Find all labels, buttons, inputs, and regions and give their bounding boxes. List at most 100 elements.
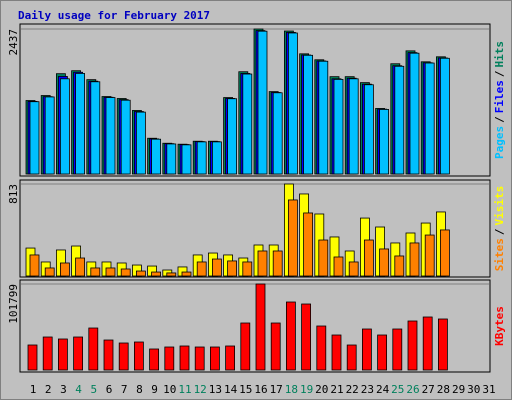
bar <box>242 73 253 175</box>
bar <box>164 346 175 371</box>
bar <box>42 336 53 371</box>
bar <box>29 254 40 277</box>
bar <box>407 320 418 371</box>
legend: Pages / Files / Hits <box>493 41 506 159</box>
bar <box>225 345 236 371</box>
bar <box>346 344 357 371</box>
x-tick-label: 1 <box>30 383 37 396</box>
bar <box>424 234 435 277</box>
chart-title: Daily usage for February 2017 <box>18 9 210 22</box>
x-tick-label: 16 <box>254 383 267 396</box>
legend: Sites / Visits <box>493 186 506 272</box>
x-tick-label: 24 <box>376 383 390 396</box>
bar <box>179 345 190 371</box>
x-tick-label: 29 <box>452 383 465 396</box>
bar <box>211 141 222 175</box>
bar <box>287 199 298 277</box>
bar <box>394 255 405 277</box>
bar <box>287 32 298 175</box>
bar <box>379 109 390 175</box>
bar <box>348 78 359 175</box>
legend-entry: Visits <box>493 186 506 226</box>
bar <box>88 327 99 371</box>
bar <box>135 111 146 175</box>
bar <box>75 73 85 175</box>
bar <box>151 271 162 277</box>
x-tick-label: 15 <box>239 383 252 396</box>
bar <box>285 301 296 371</box>
bar <box>301 303 312 371</box>
bar <box>151 138 162 175</box>
x-tick-label: 23 <box>361 383 374 396</box>
x-tick-label: 6 <box>106 383 113 396</box>
bar <box>120 99 131 175</box>
legend-entry: Sites <box>493 238 506 271</box>
bar <box>255 283 266 371</box>
bar <box>149 348 160 371</box>
bar <box>27 344 38 371</box>
bar <box>392 328 403 371</box>
bar <box>240 322 251 371</box>
x-tick-label: 19 <box>300 383 313 396</box>
bar <box>209 346 220 371</box>
x-tick-label: 20 <box>315 383 328 396</box>
bar <box>90 267 101 277</box>
y-tick-label: 2437 <box>7 29 20 56</box>
bar <box>377 334 388 371</box>
bar <box>333 78 344 175</box>
y-tick-label: 813 <box>7 184 20 204</box>
bar <box>60 78 70 175</box>
x-tick-label: 13 <box>209 383 222 396</box>
bar <box>181 144 192 175</box>
bar <box>348 261 359 277</box>
bar <box>133 341 144 371</box>
bar <box>394 65 405 175</box>
y-tick-label: 101799 <box>7 284 20 324</box>
legend: KBytes <box>493 306 506 346</box>
bar <box>211 258 222 277</box>
x-tick-label: 31 <box>482 383 495 396</box>
legend-separator: / <box>493 70 506 77</box>
x-tick-label: 30 <box>467 383 480 396</box>
bar <box>73 336 83 371</box>
bar <box>318 60 329 175</box>
bar <box>439 229 450 277</box>
bar <box>29 101 40 175</box>
bar <box>58 338 68 371</box>
bar <box>44 96 55 175</box>
legend-entry: Pages <box>493 126 506 159</box>
bar <box>363 239 374 277</box>
bar <box>105 267 116 277</box>
bar <box>242 261 253 277</box>
bar <box>437 318 448 371</box>
x-tick-label: 3 <box>60 383 67 396</box>
bar <box>181 271 192 277</box>
x-tick-label: 9 <box>151 383 158 396</box>
bar <box>227 260 238 277</box>
bar <box>90 81 101 175</box>
x-tick-label: 28 <box>437 383 450 396</box>
bar <box>103 339 114 371</box>
bar <box>257 30 268 175</box>
bar <box>272 92 283 175</box>
bar <box>303 212 314 277</box>
bar <box>194 346 205 371</box>
x-tick-label: 26 <box>406 383 419 396</box>
x-tick-label: 22 <box>346 383 359 396</box>
bar <box>303 54 314 175</box>
legend-entry: Files <box>493 80 506 113</box>
x-tick-label: 25 <box>391 383 404 396</box>
bar <box>379 248 390 277</box>
bar <box>75 257 85 277</box>
bar <box>272 250 283 277</box>
x-tick-label: 27 <box>422 383 435 396</box>
bar <box>196 261 207 277</box>
x-tick-label: 5 <box>90 383 97 396</box>
bar <box>44 267 55 277</box>
legend-separator: / <box>493 116 506 123</box>
bar <box>166 143 177 175</box>
x-tick-label: 4 <box>75 383 82 396</box>
bar <box>439 57 450 175</box>
bar <box>270 322 281 371</box>
